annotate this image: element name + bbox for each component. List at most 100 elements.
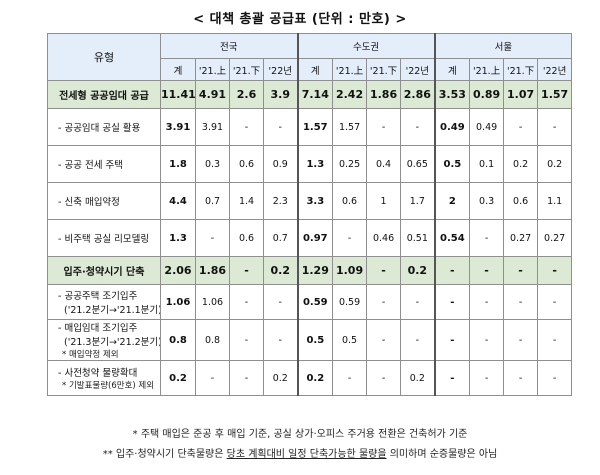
table-cell: 0.97 xyxy=(296,219,334,257)
table-cell: 0.8 xyxy=(195,319,230,361)
table-row-category: 입주·청약시기 단축 2.06 1.86-0.2 1.29 1.09-0.2- - - - xyxy=(47,256,573,285)
table-cell: 0.25 xyxy=(332,145,368,183)
table-cell: 1.29 xyxy=(296,256,334,285)
table-cell: 2.3 xyxy=(262,182,299,220)
table-cell: 0.2 xyxy=(262,256,299,285)
footnote-2-underlined: 당초 계획대비 일정 단축가능한 물량을 xyxy=(226,449,387,460)
table-cell: 0.6 xyxy=(229,145,264,183)
header-region-national: 전국 xyxy=(159,33,299,59)
table-cell: 2.42 xyxy=(332,80,368,109)
subheader: 계 xyxy=(296,58,334,81)
table-cell: - xyxy=(469,256,505,285)
table-row: - 사전청약 물량확대 * 기발표물량(6만호) 제외 0.2- -0.2 0.2- -0… xyxy=(47,360,573,396)
footnote-2-prefix: ** 입주·청약시기 단축물량은 xyxy=(102,449,227,460)
footnote-2: ** 입주·청약시기 단축물량은 당초 계획대비 일정 단축가능한 물량을 의미… xyxy=(0,445,600,460)
row-label-line: - 공공임대 공실 활용 xyxy=(58,123,141,134)
table-cell: - xyxy=(469,319,505,361)
subheader: 계 xyxy=(433,58,471,81)
table-cell: 0.27 xyxy=(537,219,573,257)
subheader: '21.下 xyxy=(366,58,402,81)
table-cell: 1.57 xyxy=(296,108,334,146)
table-row-category: 전세형 공공임대 공급 11.41 4.91 2.6 3.9 7.14 2.42 1.86 2.… xyxy=(47,80,573,109)
row-label: - 공공 전세 주택 xyxy=(47,145,161,183)
row-label-line: ('21.3분기→'21.2분기) xyxy=(64,337,161,348)
row-label: 입주·청약시기 단축 xyxy=(47,256,161,285)
table-cell: - xyxy=(537,284,573,320)
row-label: - 비주택 공실 리모델링 xyxy=(47,219,161,257)
table-cell: - xyxy=(503,360,539,396)
table-cell: - xyxy=(503,284,539,320)
table-cell: 0.51 xyxy=(400,219,436,257)
table-cell: 1.1 xyxy=(537,182,573,220)
table-cell: 1.3 xyxy=(160,219,196,257)
row-label: - 신축 매입약정 xyxy=(47,182,161,220)
table-cell: - xyxy=(503,319,539,361)
table-cell: - xyxy=(366,360,402,396)
table-cell: 3.91 xyxy=(160,108,196,146)
table-cell: 0.8 xyxy=(160,319,196,361)
header-type: 유형 xyxy=(47,33,161,81)
table-cell: - xyxy=(400,319,436,361)
table-cell: 1.57 xyxy=(332,108,368,146)
table-cell: 1.09 xyxy=(332,256,368,285)
table-cell: - xyxy=(503,108,539,146)
table-cell: 0.59 xyxy=(296,284,334,320)
table-cell: 0.2 xyxy=(400,360,436,396)
table-cell: - xyxy=(229,108,264,146)
table-cell: - xyxy=(433,360,471,396)
table-body: 전세형 공공임대 공급 11.41 4.91 2.6 3.9 7.14 2.42 1.86 2.… xyxy=(47,80,573,396)
row-label-line: - 비주택 공실 리모델링 xyxy=(58,234,150,245)
footnote-2-suffix: 의미하며 순증물량은 아님 xyxy=(386,449,498,460)
table-cell: 0.7 xyxy=(195,182,230,220)
table-cell: 3.91 xyxy=(195,108,230,146)
subheader: '22년 xyxy=(537,58,573,81)
table-cell: 1 xyxy=(366,182,402,220)
table-cell: 2.06 xyxy=(160,256,196,285)
row-label: - 공공주택 조기입주 ('21.2분기→'21.1분기) xyxy=(47,284,161,320)
table-cell: 3.53 xyxy=(433,80,471,109)
table-cell: - xyxy=(433,256,471,285)
table-cell: - xyxy=(229,360,264,396)
table-cell: 0.2 xyxy=(400,256,436,285)
row-label-line: * 기발표물량(6만호) 제외 xyxy=(62,381,155,391)
table-cell: - xyxy=(366,108,402,146)
table-cell: 0.2 xyxy=(503,145,539,183)
table-cell: 0.1 xyxy=(469,145,505,183)
table-cell: 0.89 xyxy=(469,80,505,109)
subheader: '21.上 xyxy=(195,58,230,81)
table-row: - 매입임대 조기입주 ('21.3분기→'21.2분기) * 매입약정 제외 0.8… xyxy=(47,319,573,361)
table-cell: 1.7 xyxy=(400,182,436,220)
table-cell: 11.41 xyxy=(160,80,196,109)
row-label: - 공공임대 공실 활용 xyxy=(47,108,161,146)
table-cell: 1.8 xyxy=(160,145,196,183)
table-cell: - xyxy=(195,219,230,257)
table-cell: 0.5 xyxy=(433,145,471,183)
footnote-1: * 주택 매입은 준공 후 매입 기준, 공실 상가·오피스 주거용 전환은 건… xyxy=(132,429,468,440)
row-label: 전세형 공공임대 공급 xyxy=(47,80,161,109)
table-cell: 0.27 xyxy=(503,219,539,257)
table-cell: 1.3 xyxy=(296,145,334,183)
table-cell: - xyxy=(366,319,402,361)
table-cell: - xyxy=(229,319,264,361)
table-row: - 공공임대 공실 활용 3.91 3.91- -1.57 1.57- -0.49 0.49… xyxy=(47,108,573,146)
supply-table: 유형 전국 수도권 서울 계 '21.上 '21.下 '22년 계 '21.上 … xyxy=(47,33,573,396)
table-cell: 1.86 xyxy=(366,80,402,109)
header-region-capital: 수도권 xyxy=(296,33,436,59)
table-cell: - xyxy=(469,219,505,257)
table-cell: 0.4 xyxy=(366,145,402,183)
table-cell: 0.7 xyxy=(262,219,299,257)
table-cell: - xyxy=(400,108,436,146)
table-cell: 0.65 xyxy=(400,145,436,183)
table-row: - 공공주택 조기입주 ('21.2분기→'21.1분기) 1.06 1.06- -0.… xyxy=(47,284,573,320)
table-cell: 0.5 xyxy=(332,319,368,361)
table-cell: - xyxy=(332,219,368,257)
row-label-line: - 매입임대 조기입주 xyxy=(58,323,138,334)
table-cell: - xyxy=(366,256,402,285)
table-cell: 0.3 xyxy=(469,182,505,220)
table-row: - 신축 매입약정 4.4 0.7 1.4 2.3 3.3 0.6 1 1.7 2 0.3 0.6 1.… xyxy=(47,182,573,220)
subheader: '21.下 xyxy=(503,58,539,81)
row-label-line: ('21.2분기→'21.1분기) xyxy=(64,305,161,316)
table-cell: - xyxy=(469,284,505,320)
table-row: - 공공 전세 주택 1.8 0.3 0.6 0.9 1.3 0.25 0.4 0.65 0.5 0… xyxy=(47,145,573,183)
subheader: 계 xyxy=(160,58,196,81)
